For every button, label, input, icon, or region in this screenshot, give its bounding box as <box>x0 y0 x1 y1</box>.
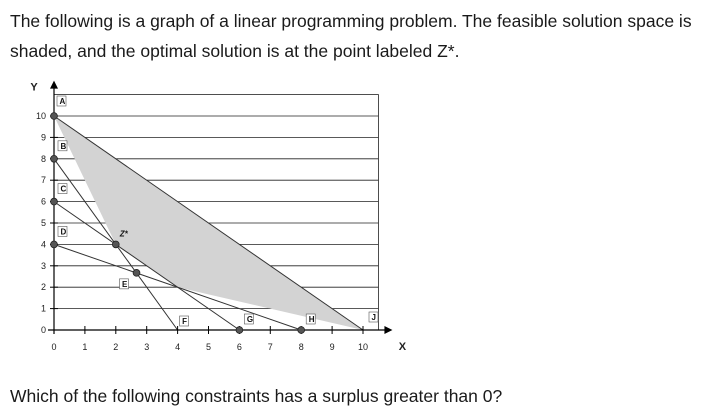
x-tick-label: 10 <box>358 342 368 352</box>
point-marker-z-star <box>112 240 120 249</box>
points-layer: A B C D Z* E F G H J <box>50 95 379 334</box>
point-label-c: C <box>61 185 67 194</box>
x-tick-label: 0 <box>51 342 56 352</box>
point-label-box-d <box>57 226 68 237</box>
question-intro: The following is a graph of a linear pro… <box>10 11 692 61</box>
point-label-g: G <box>247 315 253 324</box>
point-label-box-h <box>305 313 316 325</box>
y-tick-label: 0 <box>41 325 46 335</box>
question-prompt: Which of the following constraints has a… <box>10 386 503 406</box>
point-label-box-a <box>56 95 67 107</box>
y-tick-label: 9 <box>41 132 46 142</box>
constraint-line-d-h <box>53 243 302 331</box>
x-axis-label: X <box>399 341 407 353</box>
point-label-box-j <box>368 311 379 323</box>
y-tick-label: 7 <box>41 175 46 185</box>
y-tick-label: 8 <box>41 154 46 164</box>
point-marker-a <box>50 112 58 120</box>
x-tick-label: 9 <box>330 342 335 352</box>
point-marker-g <box>235 326 244 334</box>
point-label-d: D <box>61 227 67 236</box>
lp-graph-svg: 0 1 2 3 4 5 6 7 8 9 10 0 1 2 3 4 5 6 7 8 9 10 X Y A B C D Z* E F G H J <box>30 80 407 353</box>
y-tick-label: 10 <box>36 111 46 121</box>
constraint-line-a-j <box>53 115 364 331</box>
point-label-box-g <box>244 313 254 325</box>
x-tick-label: 4 <box>175 342 180 352</box>
point-marker-e <box>132 269 141 277</box>
y-axis-arrow-icon <box>50 80 58 89</box>
point-marker-d <box>50 240 58 249</box>
point-label-z-star: Z* <box>119 229 129 238</box>
point-label-f: F <box>182 317 187 326</box>
point-label-box-f <box>179 315 189 327</box>
x-tick-label: 8 <box>299 342 304 352</box>
point-label-box-b <box>57 140 68 152</box>
y-tick-label: 2 <box>41 282 46 292</box>
point-label-j: J <box>372 313 376 322</box>
x-tick-label: 5 <box>206 342 211 352</box>
x-tick-label: 3 <box>144 342 149 352</box>
point-marker-b <box>50 155 58 163</box>
x-tick-label: 7 <box>268 342 273 352</box>
point-label-box-e <box>119 278 129 290</box>
x-tick-label: 1 <box>82 342 87 352</box>
tick-labels-layer: 0 1 2 3 4 5 6 7 8 9 10 0 1 2 3 4 5 6 7 8 9 10 X Y <box>30 82 406 353</box>
constraint-line-c-g <box>53 201 240 331</box>
point-label-a: A <box>60 97 66 106</box>
y-tick-label: 6 <box>41 197 46 207</box>
x-tick-label: 6 <box>237 342 242 352</box>
y-tick-label: 4 <box>41 239 46 249</box>
y-tick-label: 3 <box>41 261 46 271</box>
point-label-b: B <box>61 142 67 151</box>
x-axis-arrow-icon <box>384 326 393 334</box>
y-axis-label: Y <box>30 82 38 94</box>
point-label-box-c <box>57 183 68 194</box>
point-label-h: H <box>309 315 315 324</box>
y-tick-label: 1 <box>41 304 46 314</box>
point-marker-h <box>297 326 306 334</box>
x-tick-label: 2 <box>113 342 118 352</box>
y-tick-label: 5 <box>41 218 46 228</box>
point-marker-c <box>50 197 58 206</box>
lp-graph: 0 1 2 3 4 5 6 7 8 9 10 0 1 2 3 4 5 6 7 8 9 10 X Y A B C D Z* E F G H J <box>10 74 416 364</box>
point-label-e: E <box>122 280 128 289</box>
